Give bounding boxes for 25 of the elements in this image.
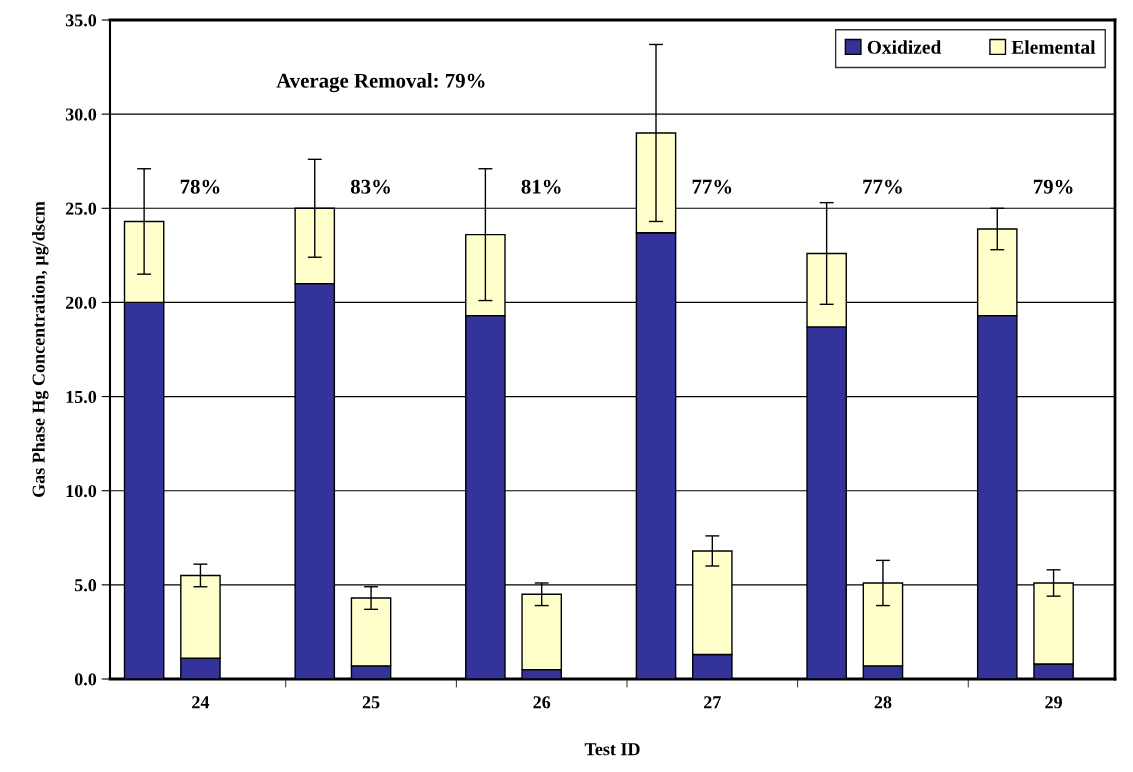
x-axis-title: Test ID	[584, 743, 640, 756]
y-axis-title: Gas Phase Hg Concentration, µg/dscm	[32, 201, 49, 498]
annotation: 78%	[180, 179, 220, 194]
annotation: 81%	[521, 179, 561, 194]
y-tick-label: 30.0	[65, 108, 97, 121]
x-tick-label: 26	[533, 696, 551, 709]
x-tick-label: 25	[362, 696, 380, 709]
y-tick-label: 35.0	[65, 14, 97, 27]
y-tick-label: 5.0	[74, 579, 97, 592]
y-tick-label: 0.0	[74, 673, 97, 686]
annotation: Average Removal: 79%	[276, 73, 485, 93]
x-tick-label: 24	[192, 696, 210, 709]
legend-label: Oxidized	[867, 40, 942, 54]
y-tick-label: 10.0	[66, 484, 97, 498]
annotation: 79%	[1033, 179, 1073, 194]
annotation: 77%	[863, 179, 902, 194]
annotation: 83%	[350, 179, 390, 194]
y-tick-label: 15.0	[66, 390, 97, 404]
x-tick-label: 29	[1045, 696, 1062, 709]
x-tick-label: 28	[874, 696, 892, 709]
annotation: 77%	[692, 179, 732, 194]
y-tick-label: 25.0	[65, 202, 97, 215]
x-tick-label: 27	[704, 696, 721, 709]
legend-label: Elemental	[1011, 40, 1096, 54]
y-tick-label: 20.0	[65, 296, 97, 309]
